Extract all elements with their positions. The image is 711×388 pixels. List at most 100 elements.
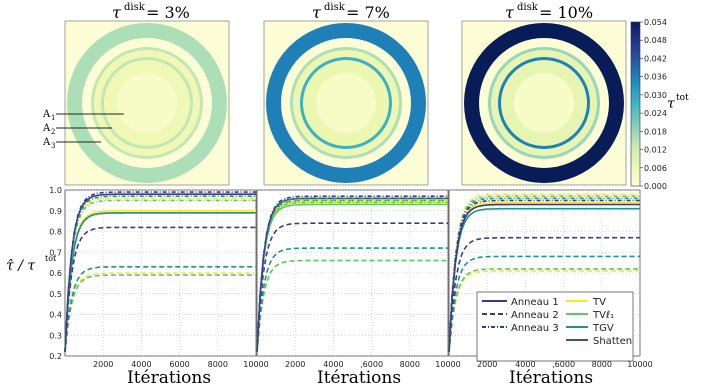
- x-tick-label: 2000: [477, 360, 497, 369]
- title-2-main: τ: [312, 3, 322, 22]
- series-tgv-anneau-2: [448, 255, 640, 352]
- x-tick-label: 4000: [323, 360, 343, 369]
- title-3-sup: disk: [517, 2, 539, 13]
- label-a1-sub: 1: [51, 114, 55, 122]
- region-labels: A 1 A 2 A 3: [42, 109, 124, 150]
- colorbar-tick-label: 0.000: [644, 182, 667, 191]
- heatmap-image-1: [64, 20, 230, 186]
- title-1-main: τ: [112, 3, 122, 22]
- legend-tgv: TGV: [592, 323, 614, 334]
- legend-anneau-3: Anneau 3: [511, 323, 559, 334]
- legend-anneau-2: Anneau 2: [511, 310, 559, 321]
- colorbar-tick-label: 0.024: [644, 109, 667, 118]
- series-tgv-anneau-1: [256, 199, 448, 352]
- y-tick-label: 0.5: [49, 290, 62, 299]
- title-3-main: τ: [505, 3, 515, 22]
- series-shatten-anneau-1: [64, 193, 256, 352]
- series-tv-anneau-1: [64, 210, 256, 352]
- series-tvl1-anneau-3: [448, 195, 640, 352]
- y-tick-label: 0.7: [49, 248, 62, 257]
- label-a1: A: [42, 109, 51, 120]
- x-tick-label: 10000: [243, 360, 268, 369]
- image-titles: τ disk = 3% τ disk = 7% τ disk = 10%: [112, 2, 593, 22]
- heatmap-image-3: [461, 20, 627, 186]
- y-tick-label: 1.0: [49, 186, 62, 195]
- series-tv-anneau-2: [64, 272, 256, 352]
- colorbar-tick-label: 0.036: [644, 73, 667, 82]
- series-shatten-anneau-3: [256, 195, 448, 352]
- y-axis-label-main: τ̂ / τ: [6, 258, 35, 274]
- y-tick-label: 0.2: [49, 352, 62, 361]
- colorbar: [630, 21, 641, 187]
- series-tvl1-anneau-3: [256, 201, 448, 352]
- title-2-value: = 7%: [346, 3, 390, 22]
- series-shatten-anneau-2: [448, 236, 640, 352]
- y-axis-label-sup: tot: [45, 254, 57, 263]
- x-tick-label: 8000: [208, 360, 228, 369]
- colorbar-tick-label: 0.030: [644, 91, 667, 100]
- colorbar-label-main: τ: [667, 96, 675, 112]
- x-axis-label-1: Itérations: [127, 368, 211, 388]
- x-tick-label: 6000: [169, 360, 189, 369]
- title-2-sup: disk: [324, 2, 346, 13]
- title-3-value: = 10%: [539, 3, 593, 22]
- colorbar-tick-label: 0.042: [644, 54, 667, 63]
- label-a2-sub: 2: [51, 128, 55, 136]
- colorbar-ticks: 0.054 0.048 0.042 0.036 0.030 0.024 0.018 0.012…: [640, 18, 667, 191]
- series-tgv-anneau-1: [448, 207, 640, 352]
- y-tick-label: 0.6: [49, 269, 62, 278]
- x-tick-label: ,6000: [360, 360, 383, 369]
- x-tick-label: 2000: [93, 360, 113, 369]
- colorbar-tick-label: 0.006: [644, 164, 667, 173]
- y-tick-label: 0.9: [49, 207, 62, 216]
- series-shatten-anneau-3: [64, 191, 256, 352]
- series-tgv-anneau-2: [64, 265, 256, 352]
- series-tgv-anneau-3: [448, 197, 640, 352]
- heatmap-images: [64, 20, 627, 186]
- x-tick-label: 8000: [592, 360, 612, 369]
- series-tvl1-anneau-2: [64, 274, 256, 352]
- x-tick-label: 10000: [435, 360, 460, 369]
- series-tgv-anneau-3: [64, 195, 256, 352]
- y-tick-label: 0.8: [49, 228, 62, 237]
- series-tvl1-anneau-1: [256, 203, 448, 352]
- legend-tv: TV: [592, 297, 606, 308]
- label-a3-sub: 3: [51, 142, 55, 150]
- series-tgv-anneau-3: [256, 197, 448, 352]
- x-tick-label: 4000: [131, 360, 151, 369]
- colorbar-tick-label: 0.018: [644, 127, 667, 136]
- series-shatten-anneau-1: [448, 203, 640, 352]
- legend-anneau-1: Anneau 1: [511, 297, 559, 308]
- label-a2: A: [42, 123, 51, 134]
- colorbar-tick-label: 0.012: [644, 146, 667, 155]
- line-panel-2: 2000 4000 ,6000 8000 10000: [256, 189, 461, 369]
- series-tv-anneau-3: [64, 197, 256, 352]
- series-tgv-anneau-2: [256, 247, 448, 352]
- line-panel-1: 2000 4000 6000 8000 10000 0.2 0.3 0.4 0.5 0.6 0.7 0…: [49, 186, 268, 369]
- x-tick-label: 8000: [400, 360, 420, 369]
- x-tick-label: 4000: [515, 360, 535, 369]
- series-shatten-anneau-2: [256, 222, 448, 352]
- x-axis-label-2: Itérations: [317, 368, 401, 388]
- title-1-value: = 3%: [146, 3, 190, 22]
- legend-shatten: Shatten: [593, 336, 632, 347]
- series-tgv-anneau-1: [64, 212, 256, 352]
- legend-tvl1: TVℓ₁: [592, 310, 614, 321]
- x-tick-label: 10000: [627, 360, 652, 369]
- title-1-sup: disk: [124, 2, 146, 13]
- y-tick-label: 0.4: [49, 311, 62, 320]
- center-region: [514, 73, 574, 133]
- heatmap-image-2: [263, 20, 429, 186]
- x-tick-label: 2000: [285, 360, 305, 369]
- x-axis-label-3: Itérations: [509, 368, 593, 388]
- series-tv-anneau-1: [448, 201, 640, 352]
- center-region: [117, 73, 177, 133]
- x-tick-label: ,6000: [552, 360, 575, 369]
- legend: Anneau 1 Anneau 2 Anneau 3 TV TVℓ₁ TGV S…: [476, 291, 634, 362]
- y-tick-label: 0.3: [49, 331, 62, 340]
- colorbar-label-sup: tot: [676, 93, 689, 103]
- label-a3: A: [42, 137, 51, 148]
- colorbar-tick-label: 0.048: [644, 36, 667, 45]
- center-region: [316, 73, 376, 133]
